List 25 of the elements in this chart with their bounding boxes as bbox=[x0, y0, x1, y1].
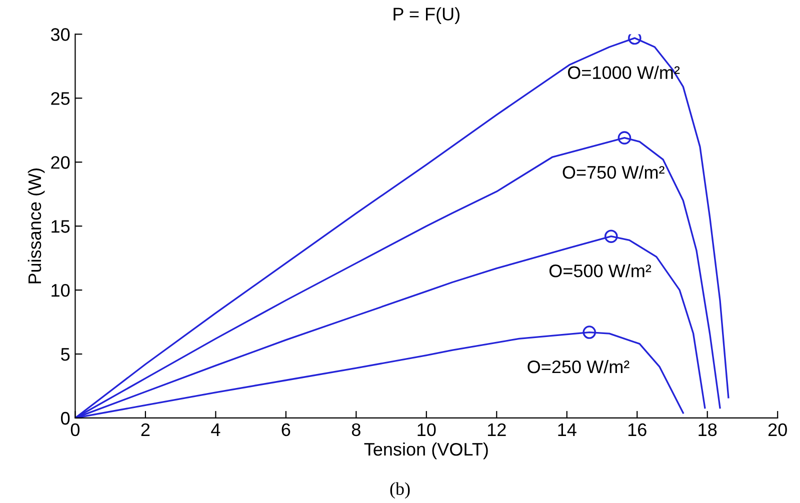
y-tick-label: 10 bbox=[52, 284, 70, 297]
x-tick-label: 8 bbox=[352, 423, 360, 436]
y-axis-title: Puissance (W) bbox=[28, 168, 45, 284]
y-tick-label: 30 bbox=[50, 28, 70, 41]
x-tick-label: 6 bbox=[282, 423, 290, 436]
y-tick-label: 20 bbox=[51, 156, 70, 169]
series-label: O=250 W/m² bbox=[528, 360, 630, 374]
y-tick-label: 25 bbox=[51, 92, 70, 105]
x-tick-label: 20 bbox=[768, 423, 787, 436]
series-label: O=750 W/m² bbox=[562, 166, 664, 179]
y-tick-label: 0 bbox=[61, 412, 70, 425]
y-tick-label: 5 bbox=[61, 348, 70, 361]
x-tick-label: 2 bbox=[141, 423, 150, 436]
y-tick-label: 15 bbox=[52, 220, 70, 233]
x-tick-label: 18 bbox=[698, 423, 717, 436]
text: (b) bbox=[390, 482, 410, 499]
x-tick-label: 12 bbox=[488, 423, 506, 436]
x-tick-label: 14 bbox=[558, 424, 576, 436]
x-tick-label: 10 bbox=[418, 423, 436, 436]
x-tick-label: 0 bbox=[70, 423, 80, 436]
x-tick-label: 4 bbox=[211, 424, 220, 436]
x-axis-title: Tension (VOLT) bbox=[364, 442, 488, 460]
x-tick-label: 16 bbox=[628, 423, 646, 436]
chart-title: P = F(U) bbox=[394, 7, 460, 24]
series-label: O=500 W/m² bbox=[549, 264, 652, 278]
